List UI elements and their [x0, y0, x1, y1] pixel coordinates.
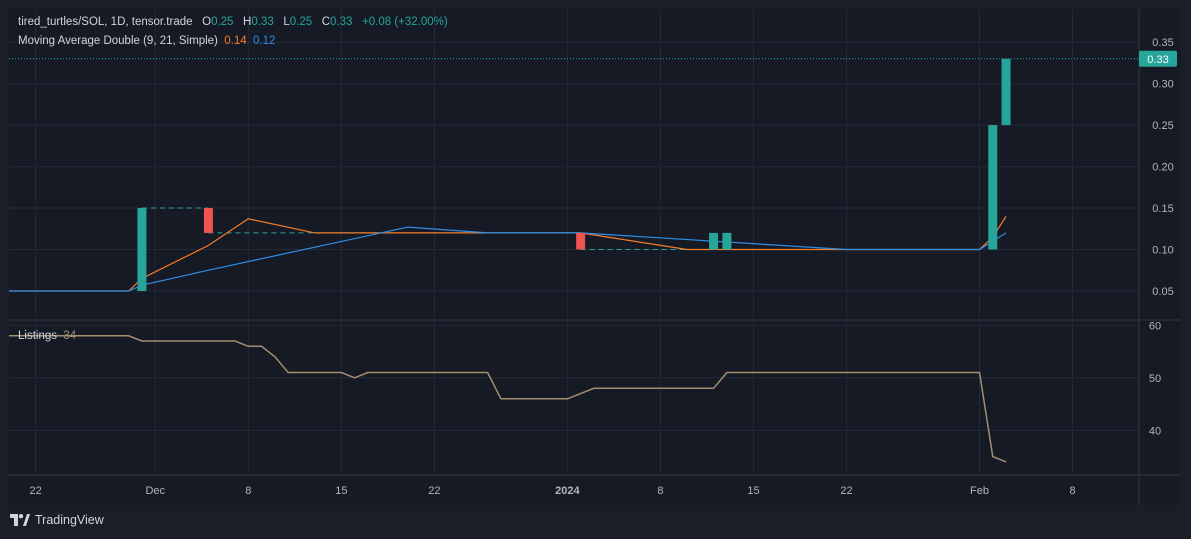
listings-tick-label: 60	[1149, 320, 1161, 332]
candle-body	[203, 208, 213, 233]
time-tick-label: 22	[840, 485, 852, 497]
time-tick-label: 22	[428, 485, 440, 497]
time-tick-label: 15	[335, 485, 347, 497]
candle-body	[1001, 58, 1011, 126]
price-tick-label: 0.05	[1152, 286, 1173, 298]
symbol-legend: tired_turtles/SOL, 1D, tensor.trade O0.2…	[18, 16, 448, 28]
chart-svg[interactable]: 0.05 0.10 0.15 0.20 0.25 0.30 0.35 40 50 60 22 Dec 8…	[9, 9, 1181, 505]
high-label: H	[243, 16, 252, 28]
low-label: L	[283, 16, 290, 28]
price-tick-label: 0.25	[1152, 120, 1173, 132]
change-value: +0.08 (+32.00%)	[362, 16, 448, 28]
low-value: 0.25	[289, 16, 313, 28]
ma-slow-value: 0.12	[253, 35, 276, 47]
ma-fast-line	[9, 215, 1007, 292]
indicator-label[interactable]: Moving Average Double (9, 21, Simple)	[18, 35, 218, 47]
time-tick-label: Dec	[145, 485, 165, 497]
tradingview-brand: TradingView	[35, 513, 104, 527]
last-price-label: 0.33	[1147, 54, 1168, 66]
chart-frame: 0.05 0.10 0.15 0.20 0.25 0.30 0.35 40 50 60 22 Dec 8…	[9, 9, 1181, 505]
time-tick-label: Feb	[970, 485, 989, 497]
time-tick-label: 15	[747, 485, 759, 497]
listings-line	[9, 335, 1007, 463]
time-tick-label: 8	[657, 485, 663, 497]
listings-legend: Listings 34	[18, 330, 76, 342]
price-tick-label: 0.30	[1152, 79, 1173, 91]
price-tick-label: 0.10	[1152, 245, 1173, 257]
time-tick-label: 22	[29, 485, 41, 497]
ma-fast-value: 0.14	[224, 35, 247, 47]
open-label: O	[202, 16, 212, 28]
indicator-legend: Moving Average Double (9, 21, Simple) 0.…	[18, 35, 275, 47]
candle-body	[576, 232, 586, 250]
listings-tick-label: 50	[1149, 373, 1161, 385]
open-value: 0.25	[211, 16, 234, 28]
time-tick-label: 8	[1069, 485, 1075, 497]
close-value: 0.33	[330, 16, 353, 28]
listings-tick-label: 40	[1149, 425, 1161, 437]
close-label: C	[321, 16, 331, 28]
time-tick-label: 2024	[555, 485, 580, 497]
ma-slow-line	[9, 226, 1007, 292]
price-tick-label: 0.15	[1152, 203, 1173, 215]
candle-body	[709, 232, 719, 250]
price-tick-label: 0.35	[1152, 37, 1173, 49]
last-price-badge	[1139, 50, 1177, 67]
candle-body	[722, 232, 732, 250]
symbol-name[interactable]: tired_turtles/SOL, 1D, tensor.trade	[18, 16, 193, 28]
candle-body	[137, 208, 147, 291]
candle-body	[988, 125, 998, 250]
price-tick-label: 0.20	[1152, 162, 1173, 174]
listings-value: 34	[63, 330, 77, 342]
high-value: 0.33	[251, 16, 274, 28]
time-tick-label: 8	[245, 485, 251, 497]
tradingview-logo[interactable]: TradingView	[10, 513, 104, 527]
tradingview-icon	[10, 514, 30, 526]
listings-label[interactable]: Listings	[18, 330, 57, 342]
